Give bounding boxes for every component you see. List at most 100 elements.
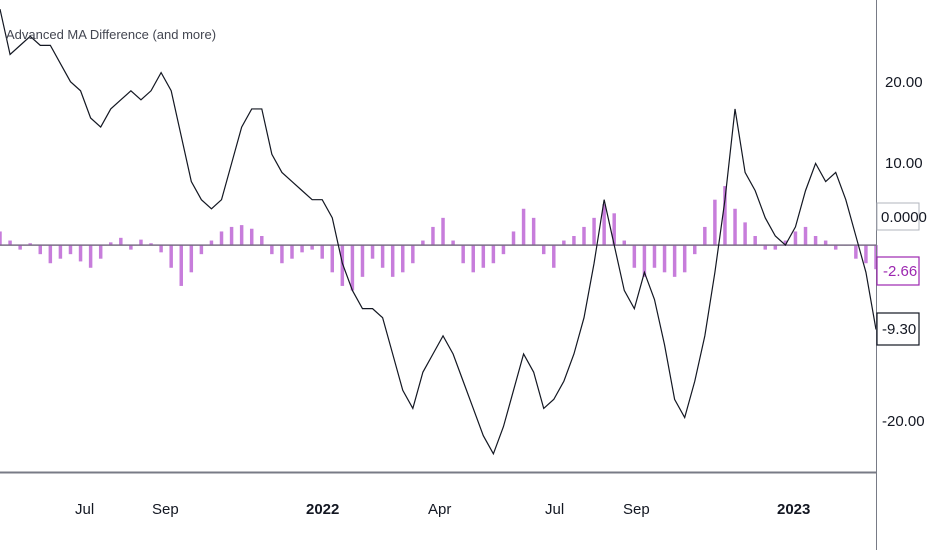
histogram-bar [582, 226, 586, 246]
histogram-bar [280, 245, 284, 264]
histogram-bar [270, 245, 274, 255]
histogram-bar [682, 245, 687, 273]
histogram-bar [823, 240, 828, 246]
histogram-bar [209, 240, 214, 246]
histogram-bar [68, 245, 73, 255]
histogram-bar [350, 245, 355, 291]
time-axis[interactable]: Jul Sep 2022 Apr Jul Sep 2023 [75, 501, 810, 518]
histogram-bar [803, 226, 808, 246]
time-label-2022: 2022 [306, 501, 339, 518]
histogram-bar [411, 245, 415, 264]
histogram-bar [612, 213, 616, 246]
histogram-bar [109, 242, 113, 246]
histogram-bar [88, 245, 93, 268]
histogram-bar [672, 245, 677, 277]
indicator-title[interactable]: Advanced MA Difference (and more) [6, 27, 217, 42]
ma-difference-line [0, 8, 877, 456]
histogram-bar [451, 240, 455, 246]
histogram-bar [199, 245, 204, 255]
histogram-bar [541, 245, 546, 255]
histogram-bar [501, 245, 506, 255]
histogram-bar [703, 226, 707, 246]
histogram-bar [330, 245, 335, 273]
line-last-badge: -9.30 [876, 312, 920, 346]
histogram-bar [833, 245, 838, 250]
histogram-bar [602, 204, 606, 246]
histogram-bar [119, 237, 123, 246]
histogram-bar [592, 217, 596, 246]
histogram-bar [481, 245, 486, 268]
histogram-bar [531, 217, 536, 246]
histogram-bar [511, 231, 516, 246]
histogram-bar [864, 245, 868, 264]
time-label-jul-2021: Jul [75, 501, 94, 518]
histogram-bar [622, 240, 627, 246]
price-axis[interactable]: 20.00 10.00 -20.00 [882, 74, 925, 430]
histogram-bar [169, 245, 173, 268]
histogram-bar [260, 236, 264, 246]
histogram-bar [149, 243, 153, 246]
histogram-bar [431, 226, 435, 246]
histogram-bar [491, 245, 496, 264]
histogram-bars [0, 186, 878, 291]
histogram-bar [441, 217, 445, 246]
histogram-bar [662, 245, 667, 273]
histogram-bar [340, 245, 345, 286]
histogram-bar [471, 245, 475, 273]
time-label-apr-2022: Apr [428, 501, 451, 518]
histogram-bar [733, 208, 737, 246]
histogram-bar [129, 245, 133, 250]
histogram-bar [8, 240, 12, 246]
histogram-bar [773, 245, 778, 250]
histogram-bar [652, 245, 657, 268]
histogram-bar [28, 243, 32, 246]
histogram-bar [854, 245, 858, 259]
histogram-bar [139, 239, 143, 246]
histogram-bar [219, 231, 224, 246]
histogram-bar [743, 222, 747, 246]
histogram-bar [521, 208, 526, 246]
time-label-sep-2022: Sep [623, 501, 650, 518]
histogram-bar [98, 245, 103, 259]
histogram-last-badge: -2.66 [876, 256, 920, 286]
histogram-bar [360, 245, 365, 277]
histogram-bar [310, 245, 314, 250]
histogram-bar [370, 245, 375, 259]
zero-badge-label: 0.0000 [881, 209, 927, 226]
histogram-bar [300, 245, 304, 253]
histogram-bar [78, 245, 83, 262]
histogram-bar [189, 245, 194, 273]
price-tick-10: 10.00 [885, 155, 923, 172]
histogram-bar [239, 225, 244, 246]
histogram-bar [693, 245, 697, 255]
histogram-bar [461, 245, 465, 264]
histogram-bar [783, 240, 788, 246]
histogram-bar [18, 245, 22, 250]
histogram-bar [642, 245, 647, 277]
time-label-sep-2021: Sep [152, 501, 179, 518]
histogram-bar [793, 231, 798, 246]
histogram-bar [421, 240, 425, 246]
histogram-bar [562, 240, 566, 246]
histogram-bar [229, 226, 234, 246]
line-last-value: -9.30 [882, 321, 916, 338]
histogram-bar [763, 245, 767, 250]
price-tick-minus-20: -20.00 [882, 413, 925, 430]
histogram-bar [290, 245, 294, 259]
histogram-bar [753, 236, 757, 246]
histogram-last-value: -2.66 [883, 263, 917, 280]
histogram-bar [813, 236, 818, 246]
histogram-bar [572, 236, 576, 246]
plot-background [0, 0, 876, 472]
histogram-bar [380, 245, 385, 268]
histogram-bar [48, 245, 53, 264]
histogram-bar [0, 231, 2, 246]
price-tick-20: 20.00 [885, 74, 923, 91]
histogram-bar [320, 245, 324, 259]
histogram-bar [401, 245, 405, 273]
histogram-bar [249, 228, 254, 246]
time-label-jul-2022: Jul [545, 501, 564, 518]
histogram-bar [159, 245, 163, 253]
histogram-bar [58, 245, 63, 259]
